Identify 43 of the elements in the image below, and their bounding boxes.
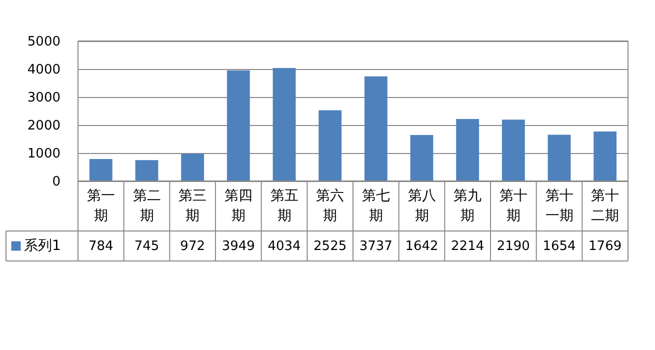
bar bbox=[594, 131, 617, 181]
x-tick-label: 第一期 bbox=[86, 188, 115, 224]
x-tick-label: 第六期 bbox=[316, 188, 344, 224]
data-label: 2214 bbox=[451, 239, 484, 254]
y-tick-label: 0 bbox=[52, 174, 60, 190]
data-label: 2525 bbox=[314, 239, 347, 254]
bar bbox=[548, 134, 571, 181]
x-tick-label: 第二期 bbox=[132, 188, 161, 224]
x-tick-label: 第四期 bbox=[224, 188, 252, 224]
y-tick-label: 1000 bbox=[27, 146, 60, 162]
data-label: 1642 bbox=[405, 239, 438, 254]
x-tick-label: 第十一期 bbox=[545, 188, 574, 224]
bar bbox=[318, 110, 342, 181]
data-label: 784 bbox=[88, 239, 114, 254]
data-label: 1654 bbox=[542, 239, 576, 254]
y-tick-label: 2000 bbox=[27, 118, 60, 134]
x-tick-label: 第八期 bbox=[408, 188, 436, 224]
x-tick-label: 第九期 bbox=[454, 188, 482, 224]
legend-label: 系列1 bbox=[24, 238, 61, 254]
y-tick-label: 3000 bbox=[27, 90, 60, 106]
bar bbox=[364, 76, 388, 181]
data-label: 1769 bbox=[588, 239, 622, 254]
data-label: 745 bbox=[134, 239, 160, 254]
y-tick-label: 5000 bbox=[27, 34, 60, 50]
x-tick-label: 第十期 bbox=[499, 188, 528, 224]
data-label: 972 bbox=[180, 239, 205, 254]
data-label: 3949 bbox=[222, 239, 255, 254]
data-label: 4034 bbox=[268, 239, 301, 254]
x-tick-label: 第十二期 bbox=[591, 188, 620, 224]
bar bbox=[181, 154, 204, 181]
x-tick-label: 第三期 bbox=[178, 188, 207, 224]
bar bbox=[89, 159, 112, 181]
bar bbox=[456, 119, 480, 181]
data-label: 2190 bbox=[496, 239, 530, 254]
y-tick-label: 4000 bbox=[27, 62, 60, 78]
x-tick-label: 第七期 bbox=[362, 188, 390, 224]
x-tick-label: 第五期 bbox=[270, 188, 298, 224]
bar bbox=[410, 135, 434, 181]
bar bbox=[226, 70, 250, 181]
bar bbox=[135, 160, 158, 181]
bar bbox=[502, 120, 525, 181]
data-label: 3737 bbox=[359, 239, 392, 254]
bar bbox=[272, 68, 296, 181]
